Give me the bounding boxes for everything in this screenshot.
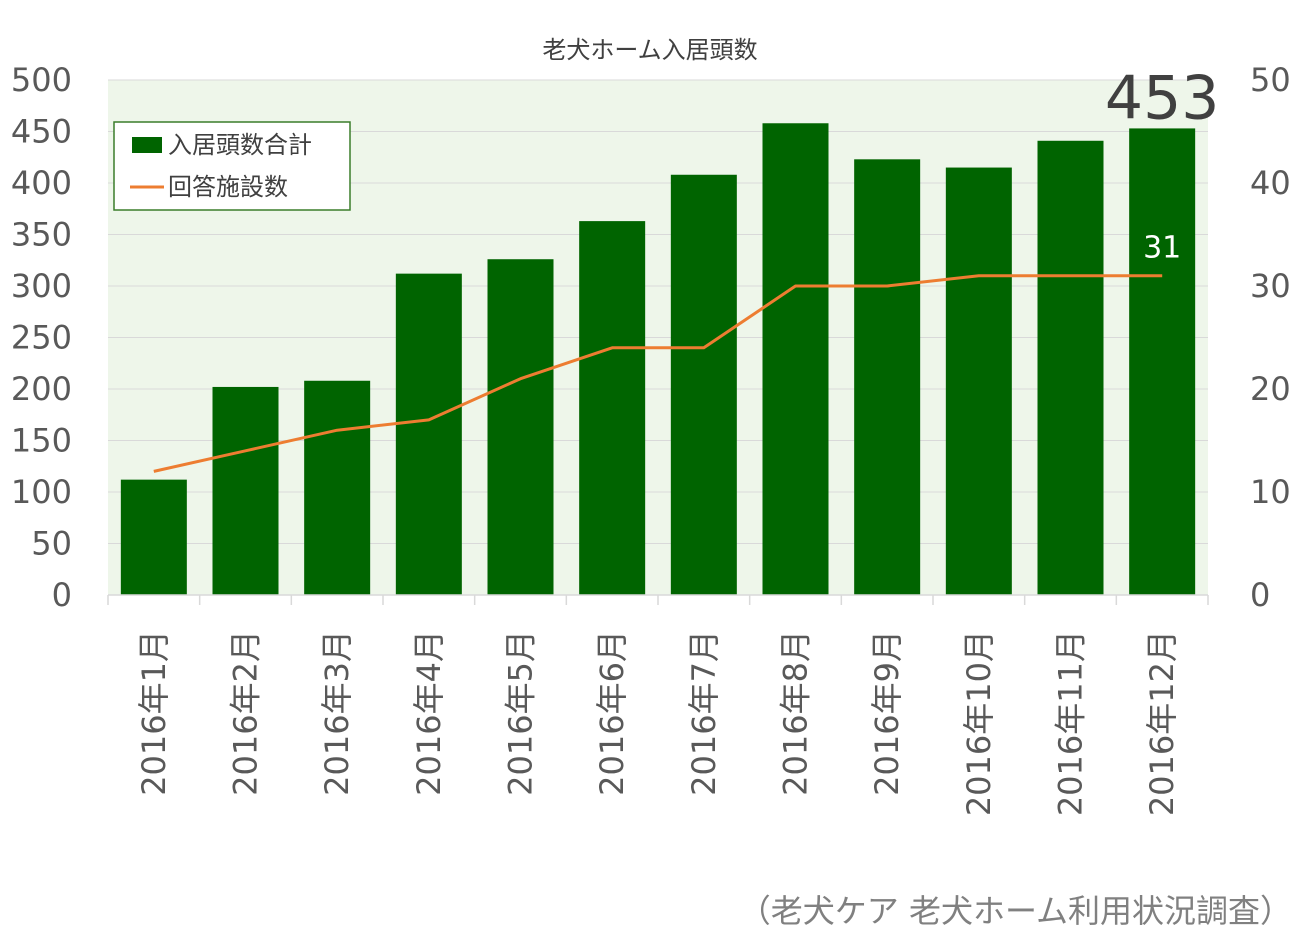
x-tick-label: 2016年2月 bbox=[227, 630, 265, 796]
y-left-tick-label: 200 bbox=[11, 370, 72, 408]
x-tick-label: 2016年10月 bbox=[960, 630, 998, 816]
bar bbox=[762, 123, 829, 595]
legend-label-bar: 入居頭数合計 bbox=[168, 131, 312, 159]
x-tick-label: 2016年8月 bbox=[777, 630, 815, 796]
legend-label-line: 回答施設数 bbox=[168, 173, 288, 201]
x-tick-label: 2016年7月 bbox=[685, 630, 723, 796]
bar bbox=[304, 380, 371, 595]
bar bbox=[1129, 128, 1196, 595]
x-tick-label: 2016年4月 bbox=[410, 630, 448, 796]
source-note: （老犬ケア 老犬ホーム利用状況調査） bbox=[739, 892, 1292, 930]
y-left-tick-label: 450 bbox=[11, 113, 72, 151]
bar bbox=[1037, 140, 1104, 595]
bar bbox=[854, 159, 921, 595]
bar bbox=[212, 386, 279, 595]
bar-data-label: 453 bbox=[1105, 63, 1220, 133]
x-tick-label: 2016年3月 bbox=[318, 630, 356, 796]
bar bbox=[579, 221, 646, 596]
x-tick-label: 2016年11月 bbox=[1052, 630, 1090, 816]
y-right-tick-label: 0 bbox=[1250, 576, 1270, 614]
legend-swatch-bar bbox=[132, 137, 162, 153]
y-left-tick-label: 300 bbox=[11, 267, 72, 305]
y-left-tick-label: 150 bbox=[11, 422, 72, 460]
line-data-label: 31 bbox=[1143, 231, 1181, 266]
y-left-tick-label: 400 bbox=[11, 164, 72, 202]
y-right-tick-label: 50 bbox=[1250, 61, 1291, 99]
line-series bbox=[153, 274, 1163, 473]
x-tick-label: 2016年1月 bbox=[135, 630, 173, 796]
x-tick-label: 2016年9月 bbox=[868, 630, 906, 796]
bar bbox=[670, 174, 737, 595]
bar bbox=[945, 167, 1012, 596]
y-left-tick-label: 500 bbox=[11, 61, 72, 99]
x-tick-label: 2016年6月 bbox=[593, 630, 631, 796]
x-tick-label: 2016年5月 bbox=[502, 630, 540, 796]
bar bbox=[487, 259, 554, 595]
y-left-tick-label: 0 bbox=[52, 576, 72, 614]
y-left-tick-label: 50 bbox=[31, 525, 72, 563]
bar bbox=[395, 273, 462, 595]
chart-title: 老犬ホーム入居頭数 bbox=[542, 36, 757, 64]
y-left-tick-label: 350 bbox=[11, 216, 72, 254]
y-left-tick-label: 250 bbox=[11, 319, 72, 357]
y-left-tick-label: 100 bbox=[11, 473, 72, 511]
y-right-tick-label: 30 bbox=[1250, 267, 1291, 305]
x-tick-label: 2016年12月 bbox=[1143, 630, 1181, 816]
y-right-tick-label: 40 bbox=[1250, 164, 1291, 202]
legend-box bbox=[113, 121, 351, 211]
y-right-tick-label: 10 bbox=[1250, 473, 1291, 511]
bar bbox=[120, 479, 187, 595]
y-right-tick-label: 20 bbox=[1250, 370, 1291, 408]
